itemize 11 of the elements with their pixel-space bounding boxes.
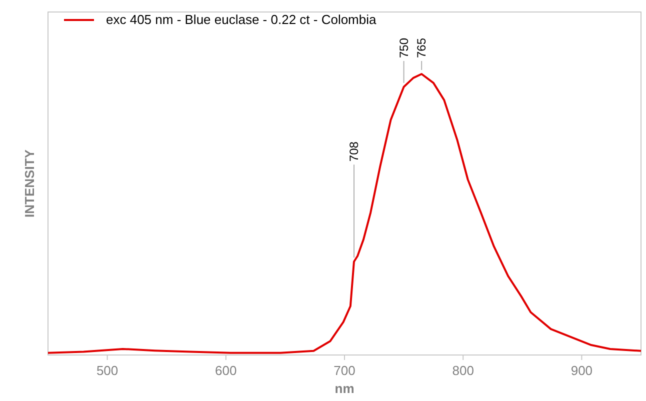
- x-tick-label: 800: [452, 363, 474, 378]
- x-tick-label: 700: [334, 363, 356, 378]
- annotation: 708: [346, 141, 361, 162]
- x-tick-label: 900: [570, 363, 593, 378]
- x-axis-title: nm: [334, 381, 354, 396]
- y-axis-title: INTENSITY: [22, 149, 37, 218]
- annotation: 750: [396, 38, 411, 58]
- annotation: 765: [414, 38, 429, 58]
- x-tick-label: 600: [215, 363, 237, 378]
- x-tick-label: 500: [96, 363, 118, 378]
- legend-label: exc 405 nm - Blue euclase - 0.22 ct - Colombia: [106, 12, 378, 27]
